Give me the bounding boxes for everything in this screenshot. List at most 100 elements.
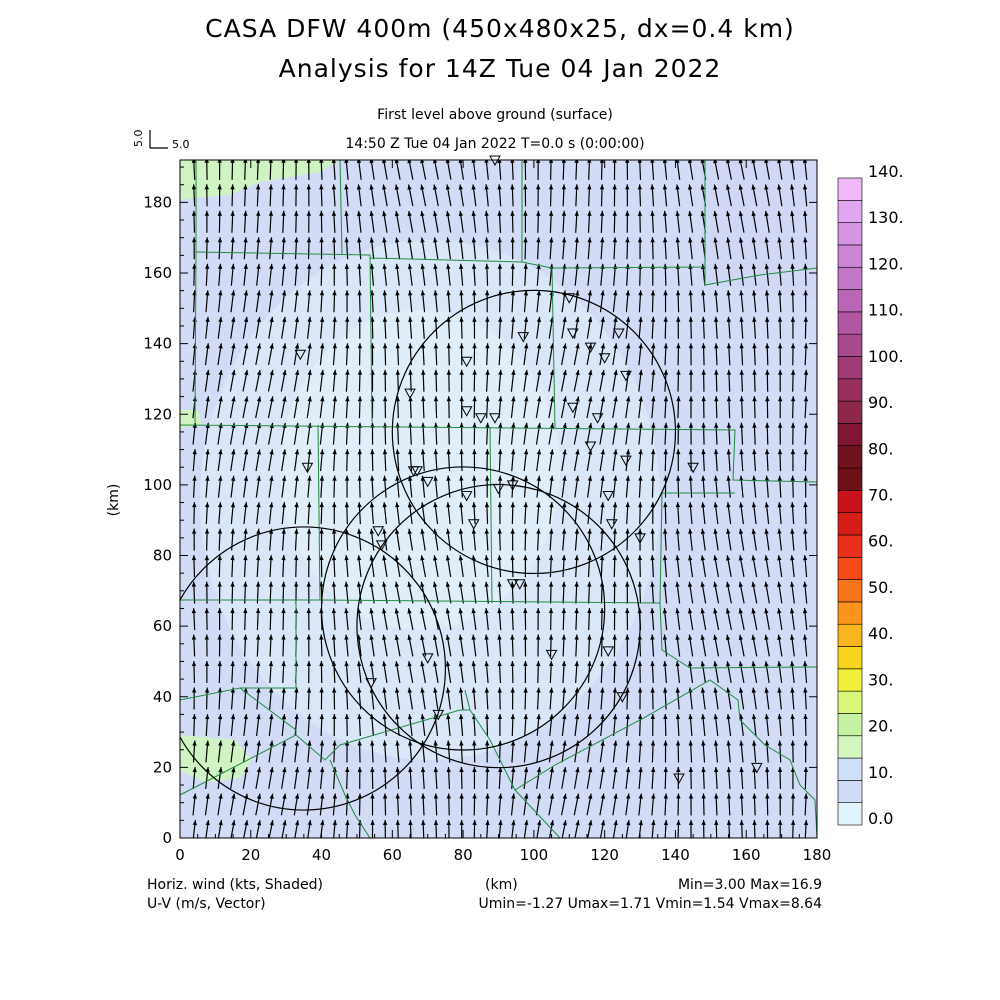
wind-vector — [751, 634, 758, 657]
wind-vector — [497, 634, 502, 657]
wind-vector — [726, 661, 732, 683]
y-tick-label: 180 — [143, 193, 172, 211]
wind-vector — [471, 608, 477, 631]
wind-vector — [459, 793, 464, 816]
wind-vector — [306, 369, 312, 392]
station-marker — [474, 413, 487, 424]
station-marker — [432, 709, 445, 721]
station-marker — [460, 490, 473, 502]
wind-vector — [713, 634, 720, 657]
footer-left-1: Horiz. wind (kts, Shaded) — [147, 877, 323, 893]
wind-vector — [573, 449, 580, 472]
wind-vector — [536, 263, 541, 286]
wind-vector — [281, 820, 287, 838]
wind-vector — [510, 263, 516, 286]
wind-vector — [281, 661, 286, 684]
wind-vector — [587, 687, 592, 710]
wind-vector — [217, 608, 222, 631]
wind-vector — [458, 661, 464, 684]
wind-vector — [574, 608, 579, 631]
wind-vector — [738, 687, 745, 710]
wind-vector — [778, 396, 783, 419]
wind-vector — [395, 819, 401, 838]
wind-vector — [536, 687, 541, 710]
colorbar-label: 70. — [868, 486, 893, 505]
wind-vector — [230, 237, 235, 260]
wind-vector — [382, 687, 388, 710]
radar-ring — [180, 526, 446, 811]
wind-vector — [319, 555, 324, 578]
wind-vector — [306, 343, 312, 366]
wind-vector — [433, 316, 439, 339]
wind-vector — [803, 661, 808, 684]
wind-vector — [651, 819, 656, 838]
wind-vector — [803, 687, 808, 710]
wind-vector — [395, 740, 400, 763]
wind-vector — [293, 449, 300, 472]
wind-vector — [471, 184, 477, 207]
wind-vector — [586, 369, 593, 392]
wind-vector — [510, 766, 516, 789]
wind-vector — [738, 608, 745, 630]
wind-vector — [587, 528, 592, 551]
wind-vector — [268, 316, 274, 339]
wind-vector — [650, 608, 655, 631]
wind-vector — [662, 184, 668, 207]
wind-vector — [281, 528, 286, 551]
colorbar-swatch — [837, 467, 863, 491]
wind-vector — [332, 740, 337, 763]
wind-vector — [255, 343, 262, 366]
wind-vector — [765, 343, 770, 366]
wind-vector — [433, 449, 439, 472]
wind-vector — [497, 184, 502, 207]
wind-vector — [662, 210, 668, 233]
wind-vector — [256, 210, 261, 233]
wind-vector — [382, 608, 388, 630]
y-tick-label: 80 — [153, 547, 172, 565]
wind-vector — [407, 237, 414, 260]
wind-vector — [459, 766, 464, 789]
wind-vector — [625, 396, 631, 419]
wind-vector — [688, 396, 694, 419]
wind-vector — [306, 449, 312, 472]
wind-vector — [267, 396, 274, 419]
wind-vector — [217, 740, 223, 763]
wind-vector — [484, 581, 489, 604]
y-tick-label: 140 — [143, 335, 172, 353]
wind-vector — [662, 528, 668, 551]
wind-vector — [420, 237, 426, 260]
wind-vector — [445, 528, 452, 551]
wind-vector — [458, 184, 464, 207]
wind-vector — [751, 714, 757, 736]
county-line-7 — [704, 267, 817, 286]
wind-vector — [497, 661, 502, 684]
wind-vector — [739, 819, 744, 838]
wind-vector — [331, 634, 337, 657]
wind-vector — [307, 819, 312, 838]
wind-vector — [230, 713, 236, 737]
wind-vector — [331, 608, 337, 631]
wind-vector — [357, 343, 363, 366]
wind-vector — [700, 634, 707, 657]
wind-vector — [446, 290, 451, 313]
colorbar-swatch — [837, 378, 863, 402]
wind-vector — [700, 687, 706, 710]
wind-vector — [548, 608, 554, 631]
wind-vector — [281, 713, 287, 737]
wind-vector — [662, 661, 668, 684]
wind-vector — [803, 793, 809, 816]
wind-vector — [764, 502, 770, 525]
wind-vector — [281, 184, 286, 207]
wind-vector — [764, 740, 770, 763]
wind-vector — [268, 475, 274, 498]
wind-vector — [420, 184, 427, 207]
wind-vector — [345, 369, 350, 392]
colorbar-swatch — [837, 668, 863, 692]
wind-vector — [650, 740, 656, 763]
wind-vector — [752, 396, 757, 419]
wind-vector — [407, 160, 414, 180]
wind-vector — [420, 263, 426, 286]
wind-vector — [395, 263, 400, 286]
wind-vector — [548, 661, 554, 684]
wind-vector — [663, 819, 669, 838]
